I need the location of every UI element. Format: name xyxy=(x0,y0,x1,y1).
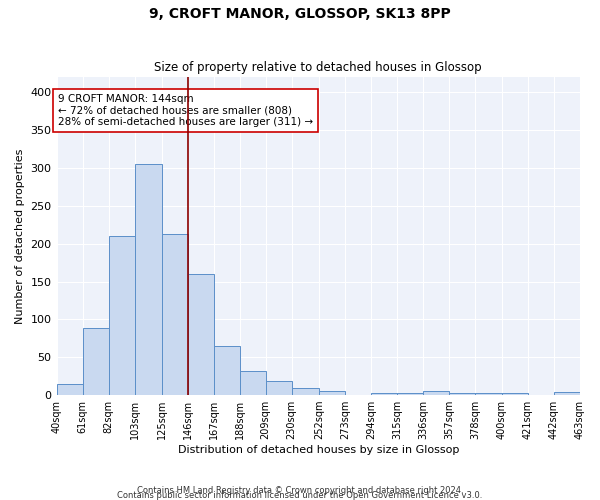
Bar xyxy=(266,382,292,395)
Text: Contains public sector information licensed under the Open Government Licence v3: Contains public sector information licen… xyxy=(118,490,482,500)
Text: 9 CROFT MANOR: 144sqm
← 72% of detached houses are smaller (808)
28% of semi-det: 9 CROFT MANOR: 144sqm ← 72% of detached … xyxy=(58,94,313,127)
Y-axis label: Number of detached properties: Number of detached properties xyxy=(15,148,25,324)
Bar xyxy=(292,388,319,395)
Bar xyxy=(109,236,134,395)
Bar xyxy=(397,393,423,395)
Bar xyxy=(554,392,580,395)
Title: Size of property relative to detached houses in Glossop: Size of property relative to detached ho… xyxy=(154,62,482,74)
Bar xyxy=(449,393,475,395)
Bar xyxy=(214,346,239,395)
Bar xyxy=(162,234,188,395)
Bar xyxy=(188,274,214,395)
Bar xyxy=(475,393,502,395)
Bar xyxy=(239,371,266,395)
Bar xyxy=(423,392,449,395)
Bar xyxy=(56,384,83,395)
Bar xyxy=(83,328,109,395)
Bar xyxy=(371,393,397,395)
Text: Contains HM Land Registry data © Crown copyright and database right 2024.: Contains HM Land Registry data © Crown c… xyxy=(137,486,463,495)
Text: 9, CROFT MANOR, GLOSSOP, SK13 8PP: 9, CROFT MANOR, GLOSSOP, SK13 8PP xyxy=(149,8,451,22)
Bar xyxy=(134,164,162,395)
Bar xyxy=(319,392,345,395)
X-axis label: Distribution of detached houses by size in Glossop: Distribution of detached houses by size … xyxy=(178,445,459,455)
Bar xyxy=(502,393,528,395)
